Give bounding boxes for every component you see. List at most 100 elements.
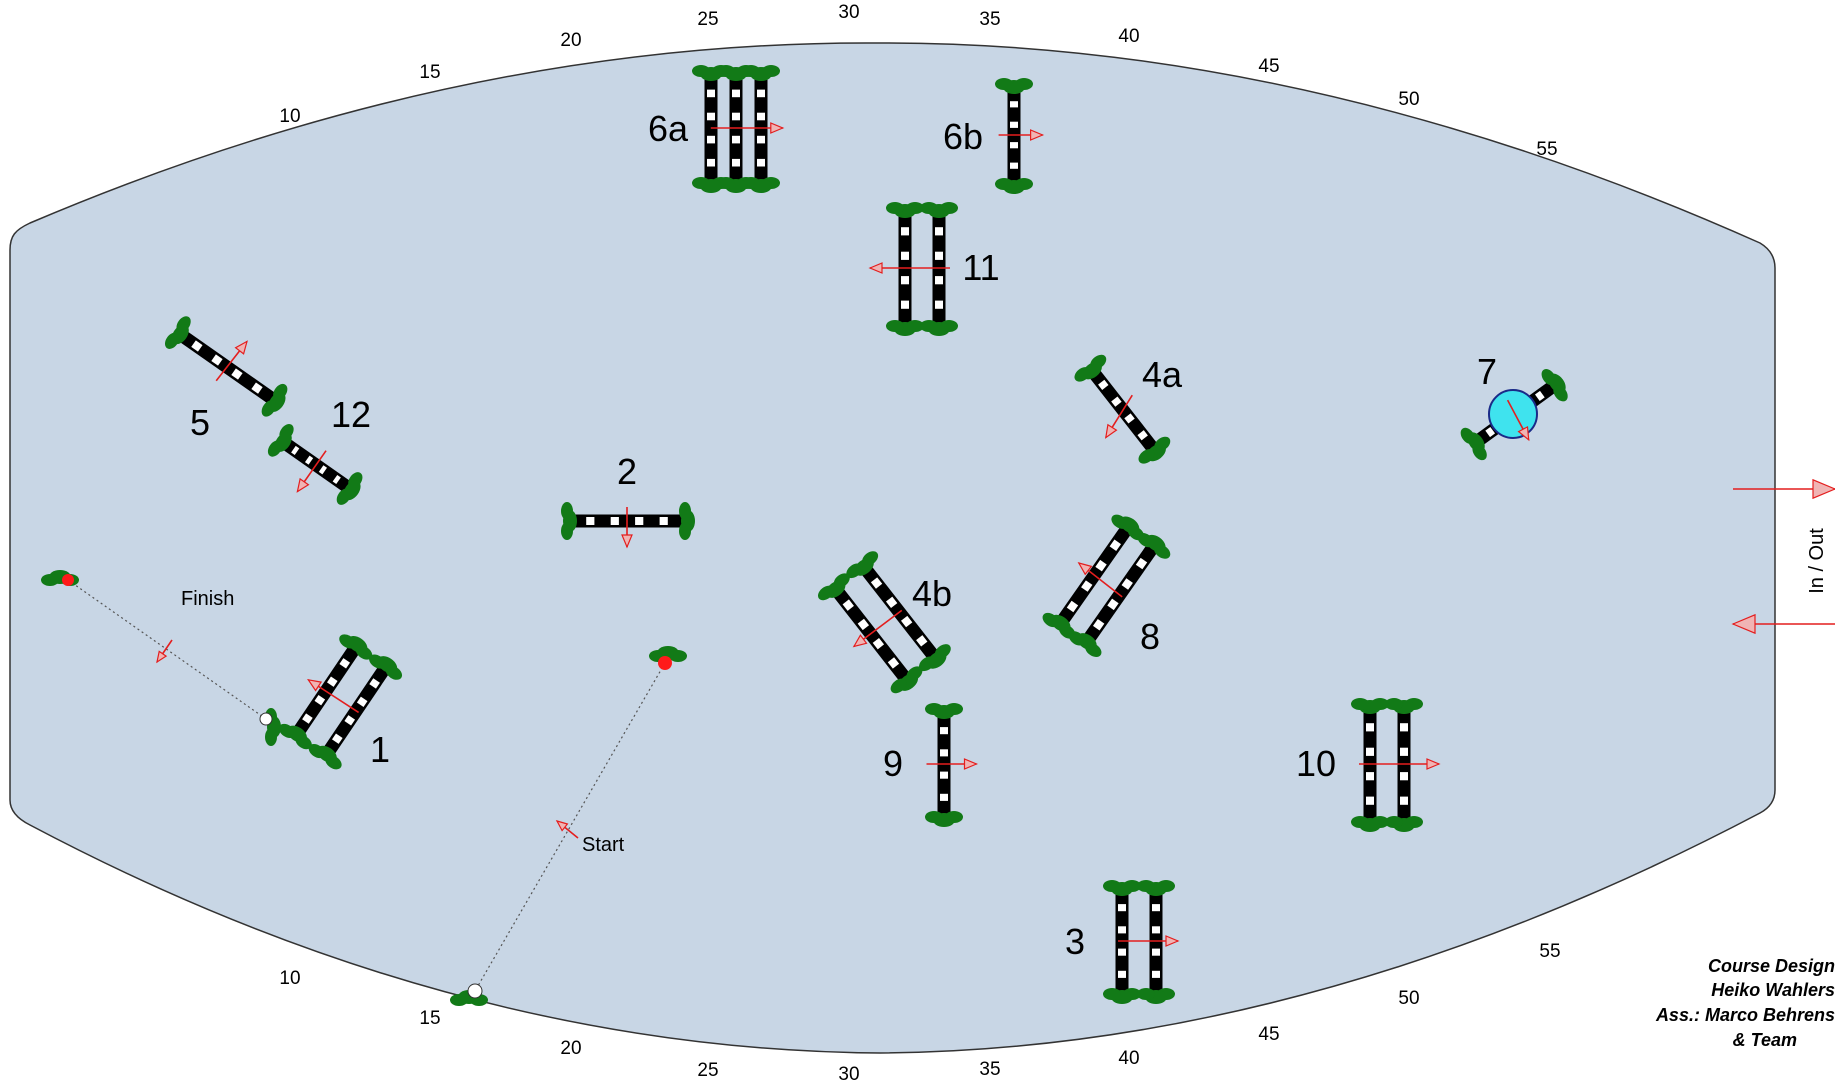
water-tray	[1488, 389, 1538, 439]
scale-number: 55	[1539, 941, 1560, 962]
scale-number: 30	[838, 1064, 859, 1085]
wing-bush	[1460, 427, 1487, 461]
direction-arrowhead	[868, 262, 883, 274]
wing-bush	[561, 502, 577, 540]
jump-4b	[817, 551, 951, 694]
direction-arrowhead	[1077, 562, 1093, 576]
direction-arrowhead	[306, 678, 323, 692]
scale-number: 25	[697, 9, 718, 30]
jump-2	[561, 502, 695, 549]
scale-number: 45	[1258, 56, 1279, 77]
credit-line: Course Design	[1708, 956, 1835, 976]
scale-number: 40	[1118, 26, 1139, 47]
jump-9	[925, 703, 979, 827]
credit-line: Ass.: Marco Behrens	[1655, 1005, 1835, 1025]
jump-label-4b: 4b	[912, 573, 952, 614]
wing-bush	[267, 424, 294, 457]
direction-arrowhead	[621, 534, 633, 549]
wing-bush	[846, 551, 879, 579]
start-flag-white	[467, 983, 483, 999]
jump-label-7: 7	[1477, 351, 1497, 392]
wing-bush	[164, 316, 191, 349]
scale-number: 20	[560, 1038, 581, 1059]
wing-bush	[919, 644, 951, 672]
jump-3	[1103, 880, 1180, 1004]
jump-label-2: 2	[617, 451, 637, 492]
jump-7	[1460, 369, 1568, 461]
jump-label-11: 11	[962, 247, 999, 288]
scale-number: 30	[838, 2, 859, 23]
jump-pole	[1082, 544, 1158, 644]
start-label: Start	[582, 834, 625, 856]
direction-arrowhead	[156, 650, 168, 664]
start-line-path	[474, 662, 666, 992]
jump-4a	[1074, 354, 1171, 464]
finish-label: Finish	[181, 588, 234, 610]
scale-number: 55	[1536, 139, 1557, 160]
direction-arrowhead	[1731, 613, 1756, 635]
wing-bush	[278, 723, 312, 750]
wing-bush	[692, 177, 730, 193]
wing-bush	[925, 703, 963, 719]
wing-bush	[1351, 698, 1389, 714]
wing-bush	[1541, 369, 1568, 402]
jump-5	[164, 316, 288, 417]
jump-11	[868, 202, 958, 336]
direction-arrowhead	[1426, 758, 1441, 770]
scale-number: 10	[279, 968, 300, 989]
wing-bush	[1103, 880, 1141, 896]
wing-bush	[679, 502, 695, 540]
finish-line-path	[67, 579, 267, 720]
wing-bush	[920, 320, 958, 336]
scale-number: 35	[979, 9, 1000, 30]
wing-bush	[890, 666, 923, 694]
credit-line: Heiko Wahlers	[1711, 980, 1835, 1000]
wing-bush	[1068, 631, 1102, 658]
direction-arrowhead	[1165, 935, 1180, 947]
scale-number: 15	[419, 62, 440, 83]
start-finish-lines	[41, 570, 687, 1006]
jump-label-12: 12	[331, 394, 371, 435]
direction-arrowhead	[1029, 129, 1045, 141]
direction-arrowhead	[852, 634, 868, 648]
finish-flag-white	[259, 712, 273, 726]
jump-label-3: 3	[1065, 921, 1085, 962]
credit-line: & Team	[1733, 1030, 1797, 1050]
scale-number: 20	[560, 30, 581, 51]
jump-6b	[995, 78, 1045, 194]
scale-number: 45	[1258, 1024, 1279, 1045]
distance-scale-bottom: 10 15 20 25 30 35 40 45 50 55	[279, 941, 1560, 1085]
wing-bush	[1138, 436, 1171, 464]
direction-arrowhead	[1517, 425, 1530, 442]
scale-number: 15	[419, 1008, 440, 1029]
in-out-label: In / Out	[1806, 528, 1828, 594]
scale-number: 10	[279, 106, 300, 127]
wing-bush	[261, 383, 288, 417]
scale-number: 50	[1398, 89, 1419, 110]
wing-bush	[692, 65, 730, 81]
wing-bush	[339, 634, 373, 660]
jump-10	[1351, 698, 1441, 832]
wing-bush	[920, 202, 958, 218]
wing-bush	[886, 202, 924, 218]
finish-flag-red	[62, 574, 74, 586]
wing-bush	[1385, 698, 1423, 714]
direction-arrowhead	[963, 758, 979, 770]
jump-1	[278, 634, 403, 770]
wing-bush	[1137, 880, 1175, 896]
wing-bush	[1351, 816, 1389, 832]
wing-bush	[886, 320, 924, 336]
course-credits: Course Design Heiko Wahlers Ass.: Marco Be…	[1655, 956, 1835, 1050]
jump-12	[267, 424, 363, 505]
jump-6a	[692, 65, 785, 193]
direction-arrowhead	[770, 122, 785, 134]
scale-number: 25	[697, 1060, 718, 1081]
direction-arrowhead	[296, 477, 310, 493]
jump-label-1: 1	[370, 729, 390, 770]
wing-bush	[308, 743, 342, 770]
arena-outline	[9, 42, 1776, 1054]
jump-label-10: 10	[1296, 743, 1336, 784]
direction-arrowhead	[1812, 478, 1835, 500]
